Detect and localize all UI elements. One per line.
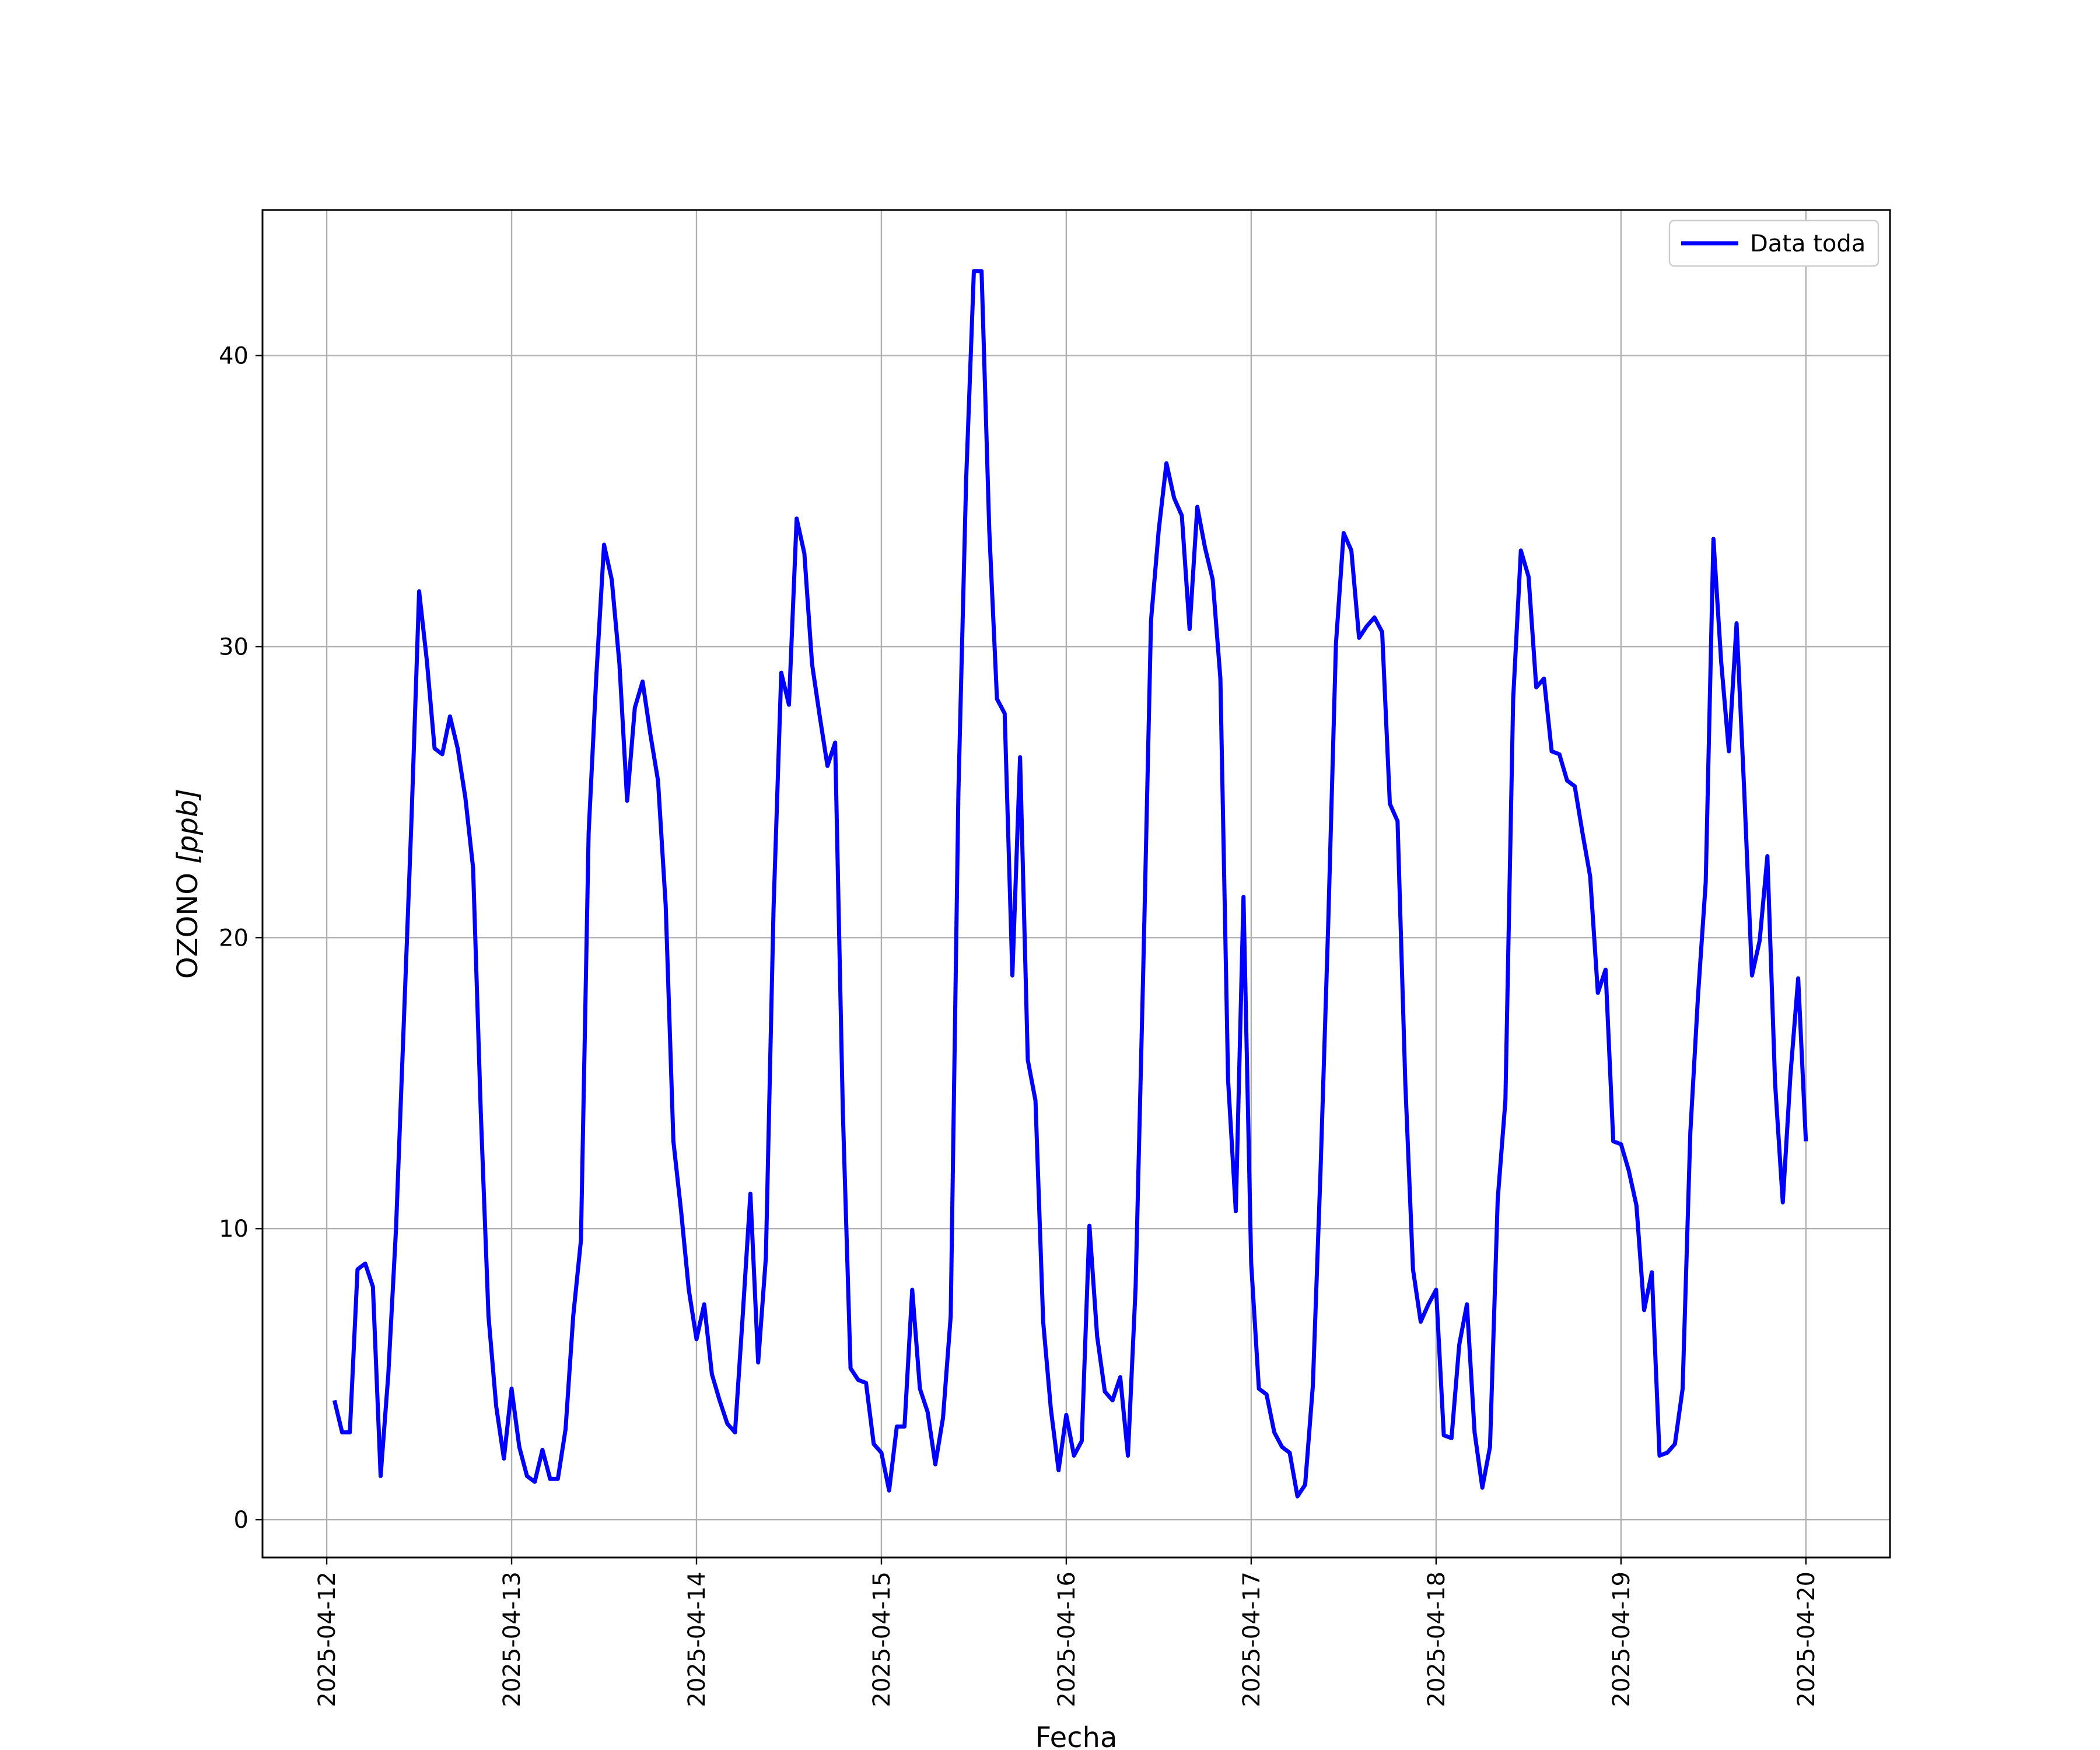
x-tick-label: 2025-04-17 — [1238, 1572, 1265, 1707]
legend-label: Data toda — [1750, 230, 1866, 257]
x-tick-label: 2025-04-20 — [1793, 1572, 1820, 1707]
x-tick-label: 2025-04-14 — [684, 1572, 710, 1707]
x-axis-ticks: 2025-04-12 2025-04-13 2025-04-14 2025-04-15… — [314, 1558, 1820, 1707]
grid-lines — [262, 210, 1890, 1558]
y-axis-title-unit: [ppb] — [172, 789, 204, 864]
x-tick-label: 2025-04-12 — [314, 1572, 341, 1707]
x-tick-label: 2025-04-13 — [499, 1572, 526, 1707]
y-tick-label: 0 — [234, 1507, 249, 1534]
series-line — [332, 269, 1808, 1499]
plot-area — [262, 210, 1890, 1558]
legend: Data toda — [1668, 219, 1880, 267]
y-tick-label: 20 — [219, 925, 249, 951]
legend-box — [1668, 219, 1880, 267]
x-tick-label: 2025-04-19 — [1608, 1572, 1635, 1707]
y-tick-label: 30 — [219, 634, 249, 660]
y-axis-title-text: OZONO — [172, 864, 204, 979]
x-tick-label: 2025-04-18 — [1423, 1572, 1450, 1707]
y-axis-title: OZONO [ppb] — [172, 789, 204, 979]
y-axis-ticks: 0 10 20 30 40 — [219, 342, 262, 1534]
y-tick-label: 10 — [219, 1216, 249, 1242]
x-tick-label: 2025-04-15 — [869, 1572, 895, 1707]
axes-frame — [261, 209, 1891, 1559]
y-tick-label: 40 — [219, 342, 249, 369]
series-layer — [332, 269, 1808, 1499]
x-axis-title: Fecha — [1035, 1721, 1118, 1750]
x-tick-label: 2025-04-16 — [1054, 1572, 1080, 1707]
